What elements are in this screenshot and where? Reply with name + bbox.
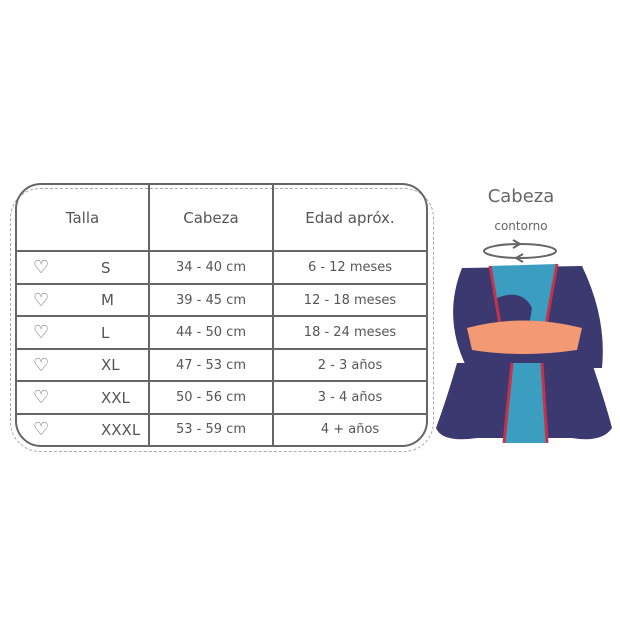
heart-outline-icon: ♡ (33, 419, 50, 441)
heart-outline-icon: ♡ (33, 387, 50, 409)
size-cell: ♡ XXXL (17, 412, 150, 445)
header-cabeza: Cabeza (148, 185, 274, 253)
head-cell: 50 - 56 cm (148, 380, 274, 415)
head-cell: 53 - 59 cm (148, 412, 274, 445)
table-row: ♡ XL 47 - 53 cm 2 - 3 años (17, 347, 426, 383)
size-label: XXXL (101, 420, 141, 439)
heart-outline-icon: ♡ (33, 257, 50, 279)
size-cell: ♡ M (17, 282, 150, 318)
age-cell: 2 - 3 años (272, 347, 426, 383)
header-edad: Edad apróx. (272, 185, 426, 253)
size-cell: ♡ XXL (17, 380, 150, 415)
heart-outline-icon: ♡ (33, 354, 50, 376)
size-cell: ♡ L (17, 315, 150, 350)
size-cell: ♡ S (17, 250, 150, 285)
age-cell: 12 - 18 meses (272, 282, 426, 318)
age-cell: 4 + años (272, 412, 426, 445)
age-cell: 18 - 24 meses (272, 315, 426, 350)
head-cell: 47 - 53 cm (148, 347, 274, 383)
table-row: ♡ S 34 - 40 cm 6 - 12 meses (17, 250, 426, 285)
table-row: ♡ XXL 50 - 56 cm 3 - 4 años (17, 380, 426, 415)
head-cell: 34 - 40 cm (148, 250, 274, 285)
size-label: S (101, 258, 111, 277)
heart-outline-icon: ♡ (33, 322, 50, 344)
table-row: ♡ XXXL 53 - 59 cm 4 + años (17, 412, 426, 445)
head-cell: 44 - 50 cm (148, 315, 274, 350)
header-talla: Talla (17, 185, 150, 253)
header-row: Talla Cabeza Edad apróx. (17, 185, 426, 253)
table-row: ♡ M 39 - 45 cm 12 - 18 meses (17, 282, 426, 318)
size-cell: ♡ XL (17, 347, 150, 383)
side-subtitle: contorno (494, 219, 548, 233)
rotate-arrows-icon (483, 239, 557, 263)
head-cell: 39 - 45 cm (148, 282, 274, 318)
hat-image (436, 263, 612, 444)
table-row: ♡ L 44 - 50 cm 18 - 24 meses (17, 315, 426, 350)
size-label: XXL (101, 388, 130, 407)
size-label: XL (101, 356, 120, 375)
age-cell: 3 - 4 años (272, 380, 426, 415)
age-cell: 6 - 12 meses (272, 250, 426, 285)
heart-outline-icon: ♡ (33, 289, 50, 311)
size-chart-table: Talla Cabeza Edad apróx. ♡ S 34 - 40 cm 6… (15, 183, 428, 447)
size-label: L (101, 323, 110, 342)
side-title: Cabeza (487, 186, 555, 207)
size-label: M (101, 291, 114, 310)
